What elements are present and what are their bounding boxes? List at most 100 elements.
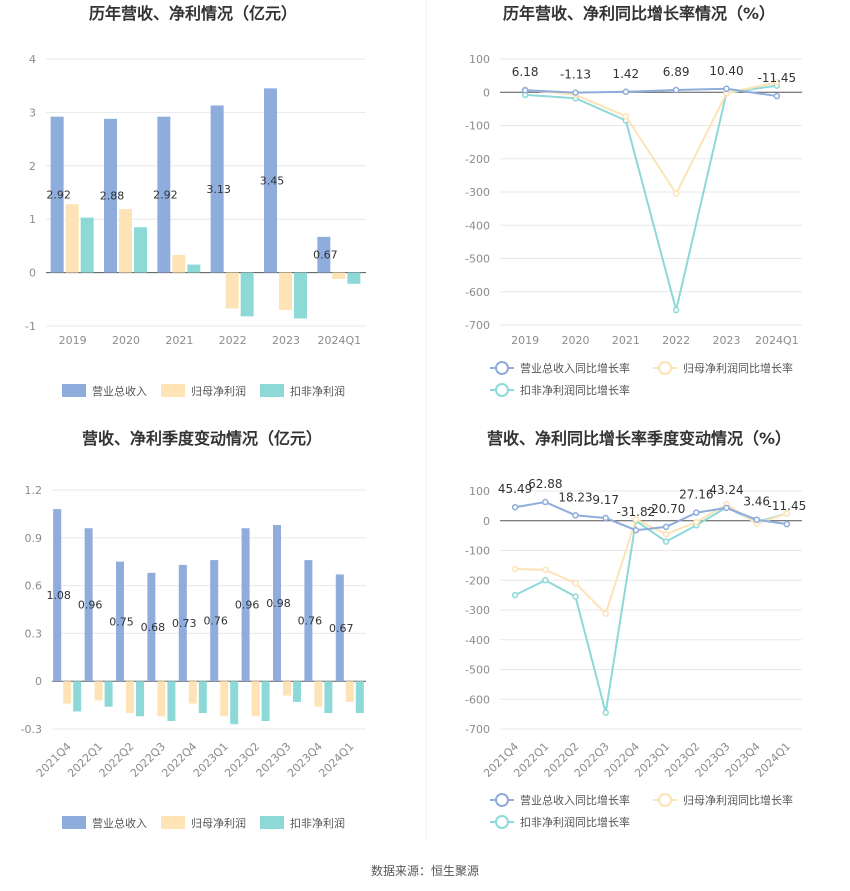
bar bbox=[324, 681, 333, 714]
y-tick-label: 4 bbox=[29, 53, 36, 66]
data-point bbox=[542, 498, 549, 506]
chart-title: 历年营收、净利情况（亿元） bbox=[89, 4, 297, 23]
legend-marker bbox=[495, 815, 509, 829]
legend-label: 扣非净利润同比增长率 bbox=[520, 383, 630, 397]
data-point bbox=[662, 538, 670, 545]
data-point bbox=[521, 86, 529, 94]
bar-data-label: 0.75 bbox=[109, 615, 134, 628]
bar bbox=[80, 217, 94, 273]
y-tick-label: -300 bbox=[465, 604, 490, 617]
bar-data-label: 0.76 bbox=[298, 615, 323, 628]
line-data-label: -31.82 bbox=[617, 505, 656, 519]
legend-marker bbox=[495, 793, 509, 807]
legend-label: 扣非净利润 bbox=[290, 384, 345, 398]
bar bbox=[94, 681, 103, 701]
bar-data-label: 0.96 bbox=[78, 599, 103, 612]
legend-swatch bbox=[260, 816, 284, 829]
y-tick-label: -500 bbox=[465, 664, 490, 677]
line-data-label: 6.18 bbox=[512, 65, 539, 79]
y-tick-label: -100 bbox=[465, 120, 490, 133]
data-point bbox=[672, 86, 680, 94]
y-tick-label: -1 bbox=[25, 320, 36, 333]
bar-data-label: 0.68 bbox=[141, 621, 166, 634]
bar bbox=[157, 116, 171, 273]
legend-label: 归母净利润 bbox=[191, 384, 246, 398]
data-point bbox=[572, 579, 579, 587]
data-point bbox=[693, 509, 700, 516]
x-tick-label: 2023 bbox=[713, 334, 741, 347]
bar bbox=[273, 525, 281, 682]
bar bbox=[279, 272, 292, 310]
legend-label: 扣非净利润同比增长率 bbox=[520, 815, 630, 829]
data-point bbox=[632, 526, 640, 534]
bar bbox=[157, 681, 166, 717]
data-point bbox=[572, 89, 579, 96]
line-data-label: 6.89 bbox=[663, 65, 690, 79]
bar bbox=[188, 681, 197, 704]
annual-growth-rate-chart: 历年营收、净利同比增长率情况（%） -700 -600 -500 -400 -300 -20… bbox=[465, 4, 802, 397]
bar bbox=[230, 681, 239, 725]
legend-label: 归母净利润同比增长率 bbox=[683, 361, 793, 375]
line-data-label: 27.16 bbox=[679, 488, 713, 502]
line-data-label: 10.40 bbox=[709, 64, 743, 78]
annual-growth-rate-panel: 历年营收、净利同比增长率情况（%） -700 -600 -500 -400 -300 -20… bbox=[427, 0, 850, 430]
legend-label: 营业总收入同比增长率 bbox=[520, 793, 630, 807]
legend-marker bbox=[495, 383, 509, 397]
line-data-label: -11.45 bbox=[757, 71, 796, 85]
data-point bbox=[602, 514, 609, 522]
y-tick-label: -100 bbox=[465, 545, 490, 558]
y-tick-label: -0.3 bbox=[21, 723, 42, 736]
legend-marker bbox=[495, 361, 509, 375]
line-data-label: 62.88 bbox=[528, 477, 562, 491]
data-point bbox=[693, 518, 700, 526]
y-tick-label: 0 bbox=[29, 267, 36, 280]
bar bbox=[314, 681, 323, 707]
line-data-label: 45.49 bbox=[498, 482, 532, 496]
bar-data-label: 3.45 bbox=[260, 174, 285, 187]
chart-title: 营收、净利季度变动情况（亿元） bbox=[82, 429, 322, 448]
data-point bbox=[572, 593, 579, 600]
bar bbox=[240, 272, 254, 317]
legend-label: 扣非净利润 bbox=[290, 816, 345, 830]
data-point bbox=[542, 577, 549, 584]
bar bbox=[63, 681, 72, 704]
bar bbox=[304, 560, 313, 682]
y-tick-label: -600 bbox=[465, 693, 490, 706]
data-point bbox=[622, 112, 630, 120]
y-tick-label: 0 bbox=[483, 86, 490, 99]
bar-data-label: 0.76 bbox=[203, 615, 228, 628]
bar bbox=[84, 528, 93, 682]
bar bbox=[167, 681, 176, 722]
quarterly-revenue-profit-panel: 营收、净利季度变动情况（亿元） -0.3 0 0.3 0.6 0.9 1.2 1.08 2021… bbox=[0, 425, 425, 855]
y-tick-label: 3 bbox=[29, 106, 36, 119]
series-line bbox=[514, 501, 788, 532]
legend-swatch bbox=[260, 384, 284, 397]
bar bbox=[283, 681, 291, 696]
y-tick-label: -200 bbox=[465, 574, 490, 587]
bar-data-label: 0.67 bbox=[329, 622, 354, 635]
line-data-label: 9.17 bbox=[592, 493, 619, 507]
bar-data-label: 0.73 bbox=[172, 617, 197, 630]
bar bbox=[220, 681, 229, 717]
y-tick-label: 1.2 bbox=[25, 484, 43, 497]
y-tick-label: -700 bbox=[465, 319, 490, 332]
bar bbox=[178, 564, 187, 682]
x-tick-label: 2022 bbox=[219, 334, 247, 347]
bar bbox=[136, 681, 144, 717]
x-tick-label: 2024Q1 bbox=[316, 740, 356, 780]
panel-divider bbox=[426, 0, 427, 840]
y-tick-label: -400 bbox=[465, 634, 490, 647]
y-tick-label: -500 bbox=[465, 253, 490, 266]
bar bbox=[104, 118, 117, 273]
data-point bbox=[723, 85, 730, 93]
bar bbox=[317, 236, 331, 273]
bar bbox=[345, 681, 354, 702]
y-tick-label: 0 bbox=[483, 515, 490, 528]
bar bbox=[293, 681, 301, 702]
legend-label: 营业总收入 bbox=[92, 384, 147, 398]
bar bbox=[53, 509, 62, 682]
quarterly-revenue-profit-chart: 营收、净利季度变动情况（亿元）-0.300.30.60.91.21.082021… bbox=[21, 429, 366, 830]
bar bbox=[198, 681, 207, 714]
series-line bbox=[525, 87, 777, 98]
bar bbox=[172, 254, 186, 273]
